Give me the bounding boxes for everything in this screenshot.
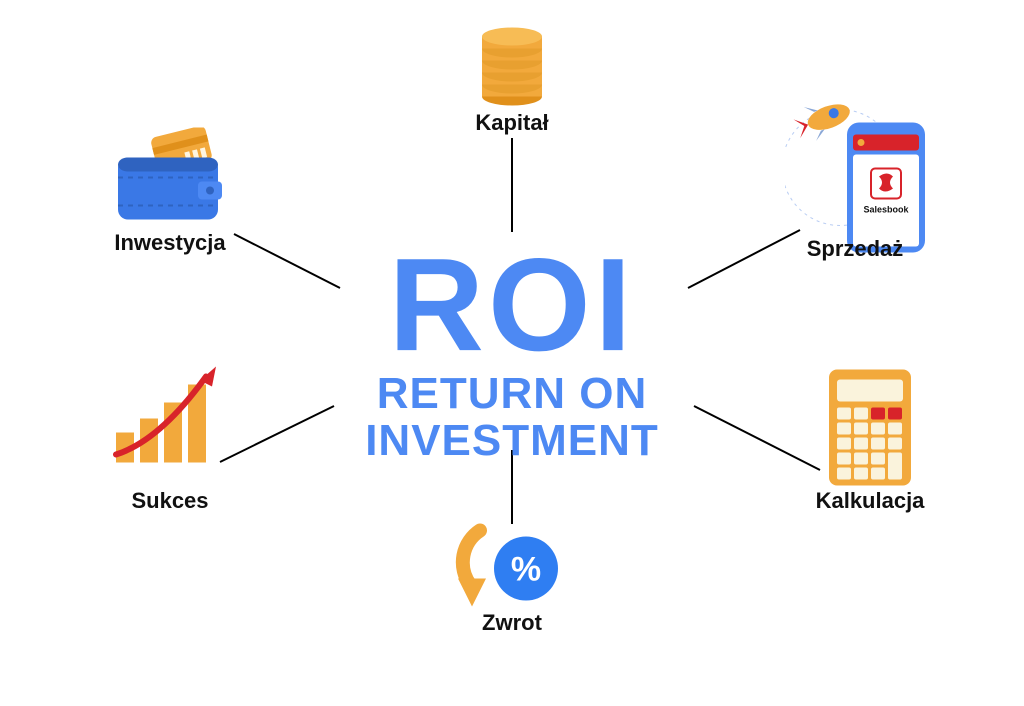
return-percent-icon: % [452, 523, 572, 618]
roi-subtitle-line2: INVESTMENT [365, 418, 659, 464]
label-sukces: Sukces [131, 488, 208, 514]
label-inwestycja: Inwestycja [114, 230, 225, 256]
roi-title: ROI [365, 242, 659, 367]
label-kapital: Kapitał [475, 110, 548, 136]
calculator-icon [825, 368, 915, 493]
roi-subtitle: RETURN ON INVESTMENT [365, 372, 659, 464]
svg-text:%: % [511, 551, 541, 589]
center-title-block: ROI RETURN ON INVESTMENT [365, 242, 659, 464]
label-zwrot: Zwrot [482, 610, 542, 636]
label-sprzedaz: Sprzedaż [807, 236, 904, 262]
coins-icon [467, 23, 557, 118]
app-logo-label: Salesbook [863, 205, 909, 215]
label-kalkulacja: Kalkulacja [816, 488, 925, 514]
wallet-icon [110, 128, 230, 233]
infographic-canvas: { "diagram": { "type": "infographic", "w… [0, 0, 1024, 706]
roi-subtitle-line1: RETURN ON [365, 372, 659, 418]
growth-chart-icon [110, 363, 230, 478]
